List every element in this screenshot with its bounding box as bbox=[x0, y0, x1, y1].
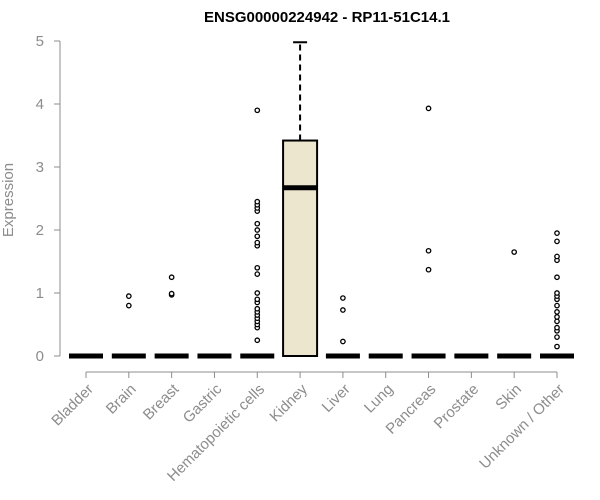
box-unknown-other bbox=[540, 230, 574, 359]
box-hematopoietic-cells bbox=[240, 107, 275, 359]
y-tick-label: 2 bbox=[36, 222, 44, 239]
y-tick-label: 1 bbox=[36, 285, 44, 302]
outlier-point bbox=[511, 249, 518, 255]
box-skin bbox=[497, 249, 532, 359]
x-tick-label: Lung bbox=[361, 381, 397, 417]
outlier-point bbox=[125, 293, 132, 299]
outlier-point bbox=[254, 264, 261, 271]
outlier-point bbox=[254, 107, 261, 114]
chart-title: ENSG00000224942 - RP11-51C14.1 bbox=[204, 9, 450, 26]
outlier-point bbox=[254, 233, 261, 240]
box-breast bbox=[154, 274, 189, 359]
x-tick-label: Prostate bbox=[431, 381, 483, 433]
outlier-point bbox=[425, 266, 432, 273]
outlier-point bbox=[254, 296, 261, 303]
x-tick-label: Breast bbox=[140, 380, 183, 423]
x-tick-label: Bladder bbox=[48, 381, 97, 430]
outlier-point bbox=[554, 290, 560, 296]
outlier-point bbox=[254, 198, 261, 205]
outlier-point bbox=[554, 343, 560, 350]
outlier-point bbox=[554, 238, 560, 245]
outlier-point bbox=[340, 295, 346, 301]
iqr-box bbox=[282, 139, 319, 357]
outlier-point bbox=[554, 334, 560, 340]
outlier-point bbox=[554, 253, 560, 260]
outlier-point bbox=[340, 307, 346, 313]
box-liver bbox=[325, 295, 360, 359]
outlier-point bbox=[554, 230, 560, 236]
outlier-point bbox=[425, 105, 432, 112]
outlier-point bbox=[168, 290, 175, 297]
outlier-point bbox=[168, 274, 175, 281]
x-tick-label: Brain bbox=[103, 381, 140, 418]
box-brain bbox=[111, 293, 146, 359]
y-axis: 0 1 2 3 4 5 bbox=[36, 33, 61, 365]
outlier-point bbox=[554, 309, 560, 315]
outlier-point bbox=[254, 271, 261, 277]
x-tick-label: Skin bbox=[492, 381, 525, 414]
outlier-point bbox=[254, 227, 261, 233]
outlier-point bbox=[125, 302, 132, 309]
outlier-point bbox=[554, 274, 560, 281]
x-tick-label: Liver bbox=[319, 381, 354, 416]
outlier-point bbox=[554, 324, 560, 331]
y-axis-label: Expression bbox=[0, 163, 17, 237]
outlier-point bbox=[254, 239, 261, 246]
outlier-point bbox=[425, 247, 432, 254]
boxes bbox=[69, 41, 574, 359]
x-tick-label: Kidney bbox=[266, 380, 311, 425]
box-pancreas bbox=[411, 105, 446, 359]
box-kidney bbox=[282, 41, 319, 357]
outlier-point bbox=[554, 318, 560, 325]
outlier-point bbox=[554, 314, 560, 320]
y-tick-label: 0 bbox=[36, 348, 44, 365]
y-tick-label: 3 bbox=[36, 159, 44, 176]
y-tick-label: 4 bbox=[36, 96, 44, 113]
y-tick-label: 5 bbox=[36, 33, 44, 50]
outlier-point bbox=[254, 290, 261, 296]
outlier-point bbox=[254, 337, 261, 344]
outlier-point bbox=[554, 302, 560, 309]
outlier-point bbox=[254, 305, 261, 312]
outlier-point bbox=[254, 220, 261, 227]
outlier-point bbox=[340, 338, 346, 345]
